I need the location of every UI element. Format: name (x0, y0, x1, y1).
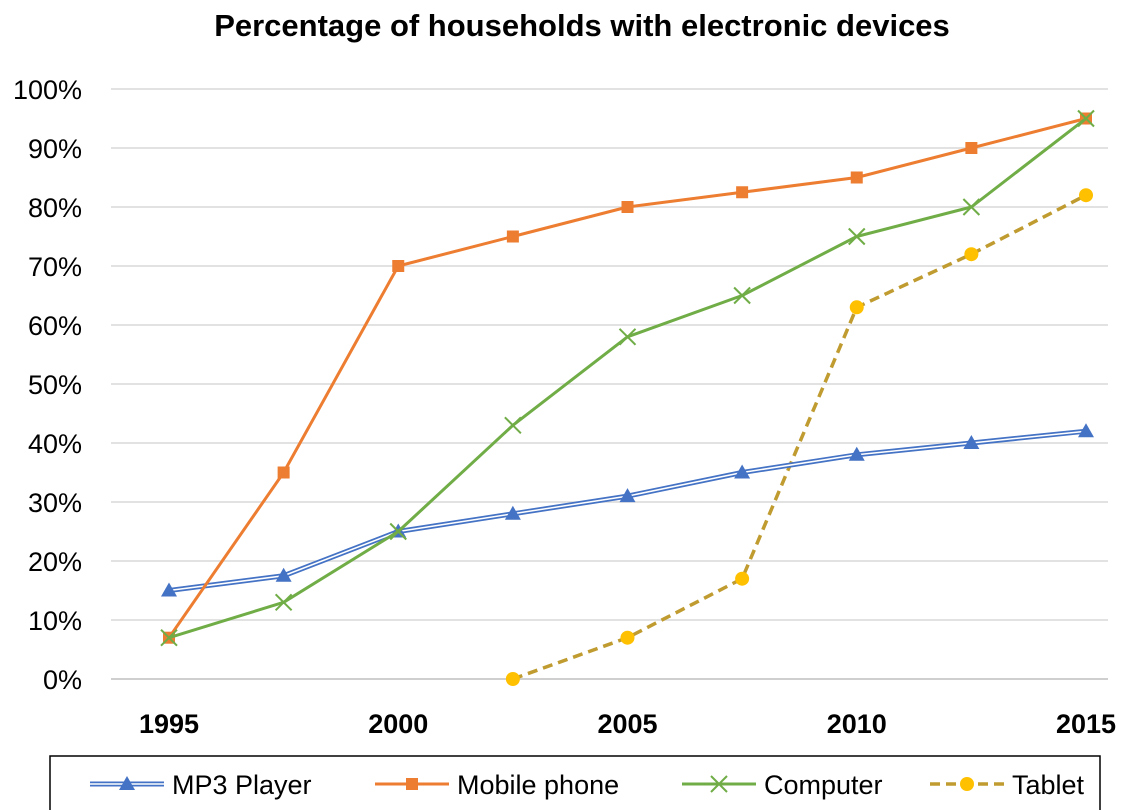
data-point-x-stroke (274, 593, 293, 612)
y-tick-label: 40% (28, 429, 82, 459)
data-point-x (389, 522, 407, 541)
series-mp3-player (161, 423, 1094, 597)
y-tick-label: 10% (28, 606, 82, 636)
data-point-square (506, 230, 519, 243)
data-point-x (274, 593, 293, 612)
data-point-square (965, 142, 978, 154)
data-point-circle (1079, 188, 1093, 203)
data-point-x-stroke (1077, 109, 1095, 128)
y-tick-label: 0% (43, 665, 82, 695)
y-tick-label: 30% (28, 488, 82, 518)
chart-title: Percentage of households with electronic… (214, 8, 950, 43)
data-point-circle (960, 777, 974, 791)
legend-item: MP3 Player (90, 770, 312, 800)
data-point-x-stroke (962, 198, 981, 216)
data-point-x (504, 416, 522, 435)
data-point-square (736, 186, 749, 199)
series-mobile-phone (163, 112, 1092, 644)
data-point-square (406, 778, 418, 790)
data-point-triangle (619, 488, 636, 503)
y-tick-label: 100% (13, 75, 82, 105)
series-line (512, 193, 1087, 681)
data-point-x-stroke (389, 522, 407, 541)
data-point-circle (505, 672, 520, 686)
data-point-x (848, 227, 866, 246)
legend-label: Mobile phone (457, 770, 619, 800)
data-point-x (160, 628, 178, 647)
y-tick-label: 60% (28, 311, 82, 341)
legend-label: Tablet (1012, 770, 1085, 800)
series-computer (160, 109, 1095, 647)
data-point-x (962, 198, 981, 216)
data-point-circle (620, 630, 635, 645)
data-point-x-stroke (733, 286, 751, 305)
data-point-triangle (963, 435, 980, 449)
data-point-x (733, 286, 751, 305)
series-line-inner (168, 430, 1087, 592)
data-point-triangle (848, 446, 865, 461)
data-point-triangle (1078, 423, 1094, 438)
data-point-x-stroke (504, 416, 522, 435)
data-point-x (618, 328, 637, 346)
data-point-triangle (734, 464, 751, 479)
legend-label: MP3 Player (172, 770, 312, 800)
data-point-x-stroke (710, 775, 728, 793)
data-point-triangle (275, 567, 292, 582)
data-point-square (621, 201, 634, 213)
data-point-square (850, 171, 863, 184)
data-point-circle (849, 300, 864, 315)
y-tick-label: 50% (28, 370, 82, 400)
series-tablet (505, 188, 1093, 686)
y-tick-label: 70% (28, 252, 82, 282)
y-axis-ticks: 0% 10% 20% 30% 40% 50% 60% 70% 80% 90% 100% (13, 75, 82, 695)
data-point-x (1077, 109, 1095, 128)
legend-box (49, 755, 1101, 810)
data-point-triangle (161, 582, 177, 597)
series-line (167, 117, 1087, 639)
x-tick-label: 2005 (597, 709, 657, 739)
y-tick-label: 80% (28, 193, 82, 223)
series-line (168, 117, 1087, 640)
data-point-square (392, 260, 405, 272)
y-tick-label: 20% (28, 547, 82, 577)
data-point-circle (735, 571, 750, 586)
legend-item: Mobile phone (375, 770, 619, 800)
data-point-x-stroke (848, 227, 866, 246)
data-point-x-stroke (618, 328, 637, 346)
legend-item: Computer (682, 770, 883, 800)
series-lines (160, 109, 1095, 686)
x-tick-label: 2000 (368, 709, 428, 739)
data-point-triangle (504, 505, 521, 520)
gridlines (111, 88, 1108, 680)
data-point-x-stroke (160, 628, 178, 647)
x-axis-ticks: 1995 2000 2005 2010 2015 (139, 709, 1116, 739)
x-tick-label: 1995 (139, 709, 199, 739)
legend-item: Tablet (930, 770, 1085, 800)
data-point-circle (964, 247, 979, 262)
y-tick-label: 90% (28, 134, 82, 164)
x-tick-label: 2010 (827, 709, 887, 739)
data-point-square (277, 466, 290, 479)
legend: MP3 Player Mobile phone Computer Tablet (49, 755, 1101, 810)
data-point-x (710, 775, 728, 793)
x-tick-label: 2015 (1056, 709, 1116, 739)
legend-label: Computer (764, 770, 883, 800)
data-point-triangle (119, 776, 135, 790)
